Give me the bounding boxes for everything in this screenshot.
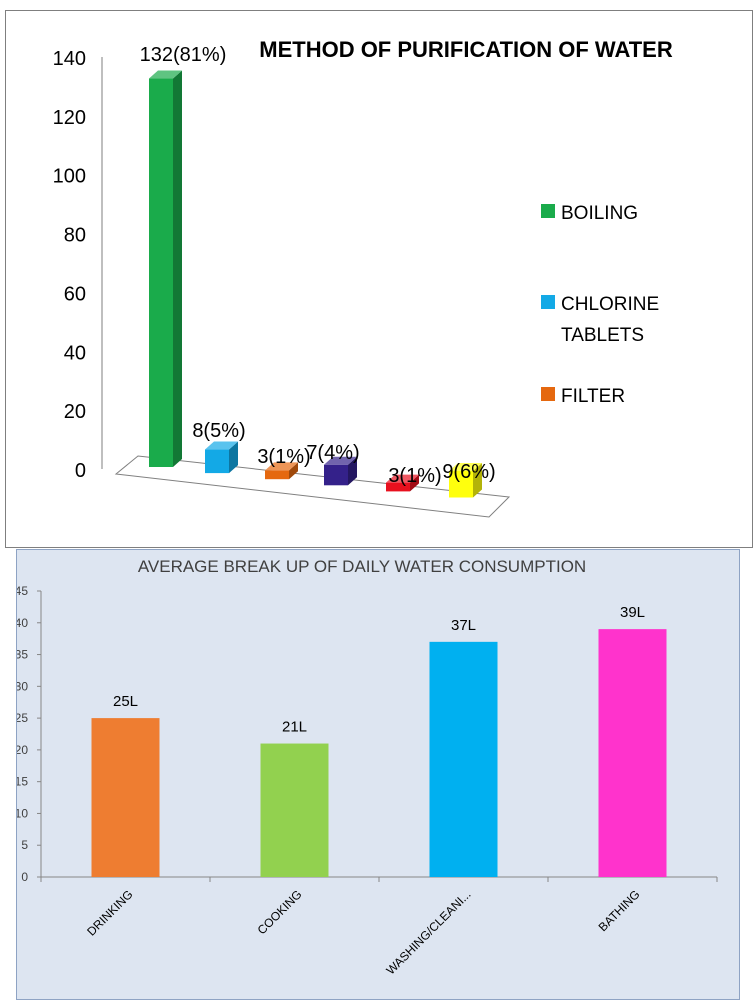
consumption-chart-svg: AVERAGE BREAK UP OF DAILY WATER CONSUMPT… — [17, 557, 718, 977]
bar-1 — [91, 718, 160, 877]
x-tick-label-4: BATHING — [596, 887, 643, 934]
legend-label-1: BOILING — [561, 203, 638, 224]
bar-side-3 — [289, 462, 298, 480]
y-tick-label: 45 — [17, 584, 28, 598]
bar-front-1 — [149, 78, 173, 468]
y-tick-label: 25 — [17, 711, 28, 725]
y-tick-label: 10 — [17, 806, 28, 820]
bar-2 — [260, 743, 329, 877]
data-label-6: 9(6%) — [442, 461, 495, 483]
x-tick-label-3: WASHING/CLEANI... — [383, 887, 473, 977]
y-tick-label: 15 — [17, 775, 28, 789]
data-label-1: 25L — [113, 693, 138, 710]
y-tick-label: 40 — [17, 616, 28, 630]
bar-side-1 — [173, 70, 182, 468]
legend-swatch-2 — [541, 295, 555, 309]
legend-label-3: FILTER — [561, 386, 625, 407]
y-tick-label: 20 — [64, 401, 86, 423]
bar-side-4 — [348, 456, 357, 486]
bar-side-6 — [473, 463, 482, 498]
water-consumption-chart: AVERAGE BREAK UP OF DAILY WATER CONSUMPT… — [16, 549, 740, 1000]
x-tick-label-1: DRINKING — [84, 887, 135, 938]
y-tick-label: 140 — [53, 48, 86, 70]
y-tick-label: 80 — [64, 225, 86, 247]
data-label-2: 21L — [282, 719, 307, 736]
bar-top-6 — [449, 463, 482, 472]
bar-side-2 — [229, 441, 238, 474]
y-tick-label: 60 — [64, 283, 86, 305]
purification-chart-svg: METHOD OF PURIFICATION OF WATER 0 20 40 60 8… — [53, 37, 673, 518]
chart-title: AVERAGE BREAK UP OF DAILY WATER CONSUMPT… — [138, 557, 586, 576]
data-label-3: 37L — [451, 617, 476, 634]
bar-top-4 — [324, 456, 357, 465]
bar-side-5 — [410, 474, 419, 492]
bar-front-5 — [386, 482, 410, 492]
bar-4 — [598, 629, 667, 877]
y-tick-label: 20 — [17, 743, 28, 757]
y-tick-label: 100 — [53, 166, 86, 188]
data-label-3: 3(1%) — [257, 446, 310, 468]
y-tick-label: 40 — [64, 342, 86, 364]
data-label-1: 132(81%) — [140, 44, 227, 66]
bar-top-2 — [205, 441, 238, 450]
bar-front-6 — [449, 471, 473, 498]
bar-top-1 — [149, 70, 182, 79]
legend-swatch-3 — [541, 387, 555, 401]
bar-front-4 — [324, 464, 348, 486]
x-tick-label-2: COOKING — [255, 887, 305, 937]
bar-top-5 — [386, 474, 419, 483]
y-tick-label: 30 — [17, 679, 28, 693]
bar-3 — [429, 641, 498, 877]
data-label-5: 3(1%) — [388, 465, 441, 487]
bar-front-3 — [265, 470, 289, 480]
y-tick-label: 0 — [21, 870, 28, 884]
y-tick-label: 120 — [53, 107, 86, 129]
legend-label-2: CHLORINE TABLETS — [561, 294, 659, 346]
y-tick-label: 5 — [21, 838, 28, 852]
purification-method-chart: METHOD OF PURIFICATION OF WATER 0 20 40 60 8… — [5, 10, 753, 548]
chart-title: METHOD OF PURIFICATION OF WATER — [259, 37, 673, 62]
data-label-4: 39L — [620, 604, 645, 621]
data-label-2: 8(5%) — [192, 420, 245, 442]
legend-swatch-1 — [541, 204, 555, 218]
bar-front-2 — [205, 449, 229, 474]
data-label-4: 7(4%) — [306, 442, 359, 464]
y-tick-label: 35 — [17, 648, 28, 662]
bar-top-3 — [265, 462, 298, 471]
y-tick-label: 0 — [75, 460, 86, 482]
